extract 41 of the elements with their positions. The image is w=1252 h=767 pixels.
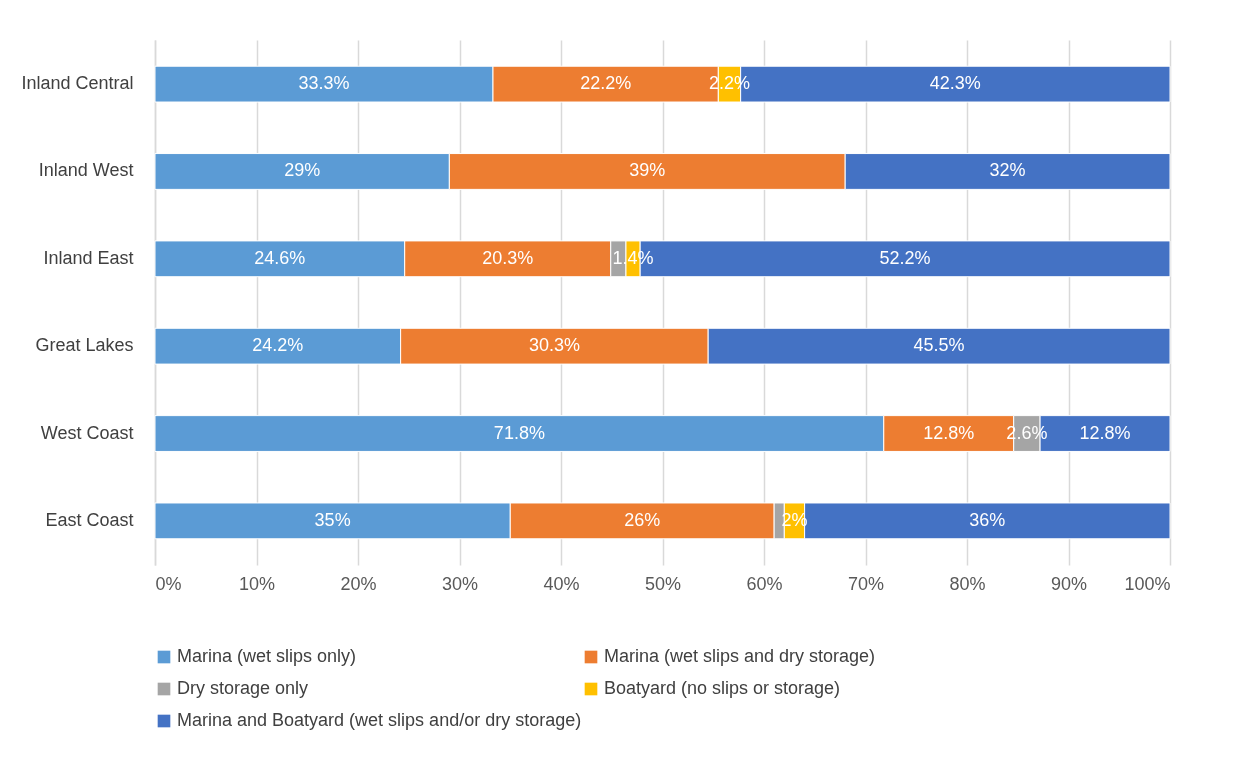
legend-label: Marina (wet slips and dry storage) [604,646,876,666]
data-label: 71.8% [493,422,545,443]
legend-label: Boatyard (no slips or storage) [604,678,841,698]
data-label: 24.2% [252,335,304,356]
y-tick-label: Great Lakes [35,335,134,356]
data-label: 35% [314,509,351,530]
data-label: 22.2% [580,73,632,94]
data-label: 33.3% [298,73,350,94]
data-label: 12.8% [1079,422,1131,443]
data-label: 12.8% [923,422,975,443]
legend-label: Marina and Boatyard (wet slips and/or dry storage) [177,710,582,730]
x-tick-label: 100% [1124,573,1171,594]
y-tick-label: West Coast [40,422,134,443]
x-tick-label: 80% [949,573,986,594]
x-tick-label: 30% [441,573,479,594]
data-label: 20.3% [482,247,534,268]
legend-label: Marina (wet slips only) [177,646,357,666]
x-tick-label: 70% [847,573,885,594]
data-label: 39% [629,160,666,181]
data-label: 29% [284,160,321,181]
legend-label: Dry storage only [177,678,309,698]
x-tick-label: 40% [543,573,580,594]
x-tick-label: 10% [238,573,276,594]
data-label: 32% [989,160,1026,181]
y-tick-label: East Coast [45,509,134,530]
x-tick-label: 90% [1050,573,1088,594]
y-tick-label: Inland East [43,247,134,268]
data-label: 24.6% [254,247,306,268]
x-tick-label: 50% [644,573,682,594]
data-label: 45.5% [913,335,965,356]
data-label: 1.4% [612,247,654,268]
data-label: 30.3% [528,335,580,356]
data-label: 26% [624,509,661,530]
y-tick-label: Inland West [38,160,134,181]
data-label: 42.3% [929,73,981,94]
y-tick-label: Inland Central [21,73,134,94]
data-label: 36% [969,509,1006,530]
x-tick-label: 60% [746,573,783,594]
x-tick-label: 20% [340,573,377,594]
x-tick-label: 0% [155,573,182,594]
data-label: 52.2% [879,247,931,268]
